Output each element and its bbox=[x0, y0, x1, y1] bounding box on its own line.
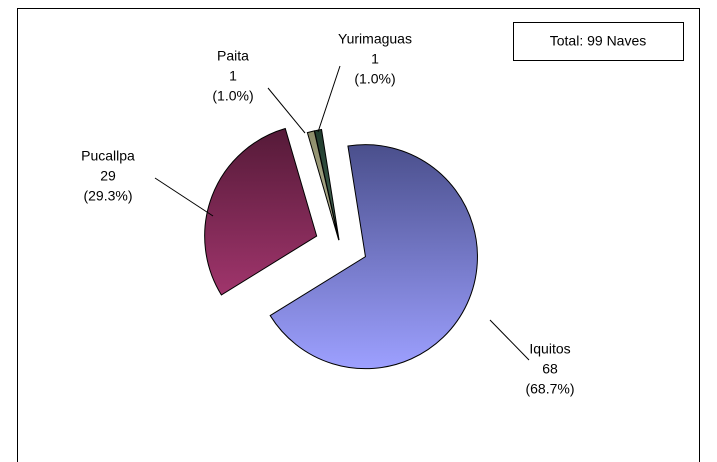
slice-label-percent: (1.0%) bbox=[212, 88, 253, 104]
slice-label-value: 1 bbox=[371, 51, 379, 67]
leader-line bbox=[489, 319, 530, 361]
slice-label-name: Paita bbox=[217, 48, 249, 64]
annotation: Total: 99 Naves bbox=[550, 33, 647, 49]
pie-slice bbox=[269, 144, 478, 370]
slice-label-percent: (1.0%) bbox=[354, 71, 395, 87]
slice-label-name: Pucallpa bbox=[81, 148, 135, 164]
slice-label-value: 29 bbox=[100, 168, 116, 184]
slice-label-name: Yurimaguas bbox=[338, 31, 412, 47]
chart-frame bbox=[17, 8, 700, 462]
pie-slice bbox=[313, 128, 340, 241]
pie-slice bbox=[204, 127, 318, 296]
slice-label-percent: (29.3%) bbox=[83, 188, 132, 204]
annotation-box bbox=[513, 22, 684, 61]
slice-label-value: 1 bbox=[229, 68, 237, 84]
slice-label-name: Iquitos bbox=[529, 341, 570, 357]
slice-label-percent: (68.7%) bbox=[525, 381, 574, 397]
leader-line bbox=[267, 87, 306, 134]
leader-line bbox=[317, 65, 341, 133]
leader-line bbox=[154, 177, 214, 217]
slice-label-value: 68 bbox=[542, 361, 558, 377]
